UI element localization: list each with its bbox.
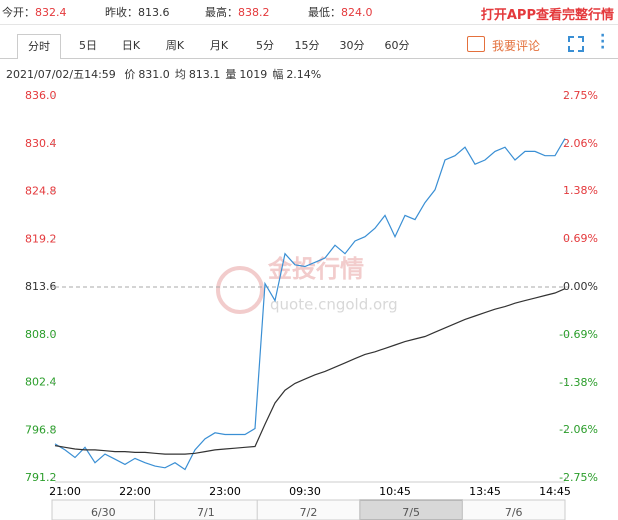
header-label: 最高： xyxy=(205,6,238,19)
y2-tick-label: 0.69% xyxy=(563,232,598,245)
average-line xyxy=(54,288,566,455)
navigator-date: 7/1 xyxy=(197,506,215,519)
header-label: 最低： xyxy=(308,6,341,19)
y-tick-label: 813.6 xyxy=(25,280,57,293)
header-value: 838.2 xyxy=(238,6,270,19)
navigator-date: 6/30 xyxy=(91,506,116,519)
y-tick-label: 796.8 xyxy=(25,423,57,436)
info-label: 幅 xyxy=(272,68,284,81)
y-tick-label: 802.4 xyxy=(25,376,57,389)
info-time: 2021/07/02/五14:59 xyxy=(6,68,116,81)
watermark-logo xyxy=(216,266,264,314)
info-label: 量 xyxy=(225,68,237,81)
tab[interactable]: 日K xyxy=(121,39,141,52)
y2-tick-label: 2.06% xyxy=(563,137,598,150)
header-value: 832.4 xyxy=(35,6,67,19)
y-tick-label: 808.0 xyxy=(25,328,57,341)
tab[interactable]: 5分 xyxy=(256,39,274,52)
tab-bar-line xyxy=(0,58,618,59)
navigator-date: 7/5 xyxy=(402,506,420,519)
info-value: 813.1 xyxy=(188,68,221,81)
y-tick-label: 836.0 xyxy=(25,89,57,102)
x-tick-label: 09:30 xyxy=(289,485,321,498)
x-tick-label: 21:00 xyxy=(49,485,81,498)
navigator-date: 7/2 xyxy=(300,506,318,519)
header-item: 最低：824.0 xyxy=(308,4,373,20)
tab[interactable]: 5日 xyxy=(79,39,97,52)
x-tick-label: 23:00 xyxy=(209,485,241,498)
header-item: 最高：838.2 xyxy=(205,4,270,20)
y2-tick-label: 1.38% xyxy=(563,184,598,197)
header-item: 今开：832.4 xyxy=(2,4,67,20)
y2-tick-label: 2.75% xyxy=(563,89,598,102)
x-tick-label: 10:45 xyxy=(379,485,411,498)
menu-icon[interactable]: · · · xyxy=(600,28,606,56)
info-value: 1019 xyxy=(239,68,268,81)
x-tick-label: 14:45 xyxy=(539,485,571,498)
info-line: 2021/07/02/五14:59 价 831.0 均 813.1 量 1019 幅 2.14… xyxy=(6,66,321,82)
divider xyxy=(0,24,618,25)
info-label: 均 xyxy=(174,68,186,81)
y-tick-label: 819.2 xyxy=(25,232,57,245)
comment-icon xyxy=(467,36,485,52)
header-value: 824.0 xyxy=(341,6,373,19)
tab[interactable]: 周K xyxy=(165,39,185,52)
info-value: 831.0 xyxy=(138,68,170,81)
comment-link[interactable]: 我要评论 xyxy=(492,39,541,53)
x-tick-label: 13:45 xyxy=(469,485,501,498)
info-label: 价 xyxy=(124,68,136,81)
price-line xyxy=(54,138,566,471)
fullscreen-icon[interactable] xyxy=(568,36,584,52)
info-value: 2.14% xyxy=(286,68,322,81)
header-item: 昨收：813.6 xyxy=(105,4,170,20)
tab[interactable]: 15分 xyxy=(294,39,320,52)
y2-tick-label: -1.38% xyxy=(559,376,598,389)
y2-tick-label: -2.06% xyxy=(559,423,598,436)
watermark-url: quote.cngold.org xyxy=(270,296,398,314)
y2-tick-label: -2.75% xyxy=(559,471,598,484)
header-label: 今开： xyxy=(2,6,35,19)
tab[interactable]: 30分 xyxy=(339,39,365,52)
y-tick-label: 830.4 xyxy=(25,137,57,150)
y-tick-label: 824.8 xyxy=(25,185,57,198)
tab[interactable]: 60分 xyxy=(384,39,410,52)
app-link[interactable]: 打开APP查看完整行情 xyxy=(480,8,614,23)
y2-tick-label: 0.00% xyxy=(563,280,598,293)
header-value: 813.6 xyxy=(138,6,170,19)
tab[interactable]: 分时 xyxy=(17,34,61,59)
y2-tick-label: -0.69% xyxy=(559,328,598,341)
header-label: 昨收： xyxy=(105,6,138,19)
tab[interactable]: 月K xyxy=(209,39,229,52)
x-tick-label: 22:00 xyxy=(119,485,151,498)
navigator-date: 7/6 xyxy=(505,506,523,519)
y-tick-label: 791.2 xyxy=(25,471,57,484)
